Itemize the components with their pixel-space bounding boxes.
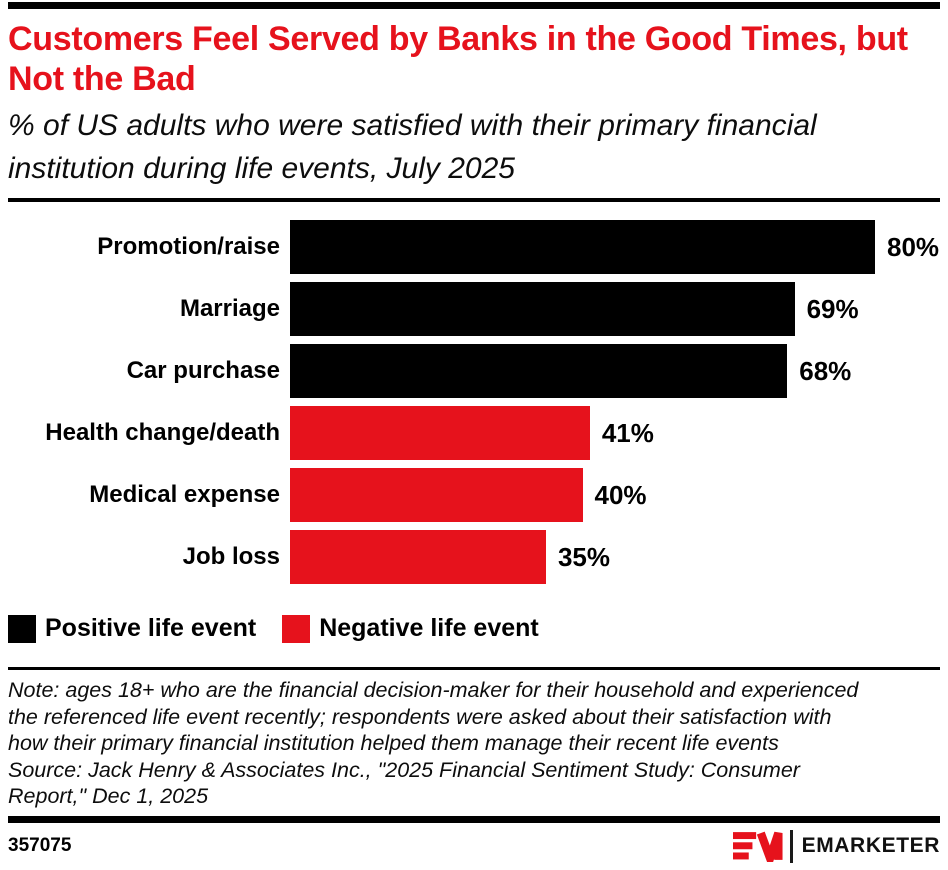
legend: Positive life event Negative life event xyxy=(8,614,940,643)
legend-label: Negative life event xyxy=(319,614,539,642)
category-label: Health change/death xyxy=(45,419,280,446)
page-title: Customers Feel Served by Banks in the Go… xyxy=(8,20,908,98)
legend-item: Negative life event xyxy=(282,614,539,643)
note-line: how their primary financial institution … xyxy=(8,731,779,755)
chart-row: Promotion/raise 80% xyxy=(8,220,940,274)
bar xyxy=(290,282,795,336)
value-label: 35% xyxy=(557,541,610,572)
value-label: 40% xyxy=(594,479,647,510)
bar xyxy=(290,406,590,460)
value-label: 80% xyxy=(887,231,940,262)
category-label: Car purchase xyxy=(126,357,280,384)
category-label: Promotion/raise xyxy=(97,233,280,260)
chart-id: 357075 xyxy=(8,835,72,856)
legend-item: Positive life event xyxy=(8,614,256,643)
value-label: 69% xyxy=(806,293,859,324)
brand-wordmark: EMARKETER xyxy=(801,834,940,857)
chart-row: Marriage 69% xyxy=(8,282,940,336)
emarketer-logo: EMARKETER xyxy=(732,829,940,863)
note-line: Report," Dec 1, 2025 xyxy=(8,784,209,808)
bar xyxy=(290,468,583,522)
category-label: Medical expense xyxy=(89,481,280,508)
note-divider xyxy=(8,667,940,670)
legend-label: Positive life event xyxy=(45,614,257,642)
chart-subtitle: % of US adults who were satisfied with t… xyxy=(8,109,817,185)
em-monogram-icon xyxy=(732,831,783,862)
logo-separator xyxy=(789,829,793,863)
category-label: Job loss xyxy=(182,543,280,570)
category-label: Marriage xyxy=(179,295,280,322)
chart-row: Medical expense 40% xyxy=(8,468,940,522)
bar xyxy=(290,344,788,398)
note-text: Note: ages 18+ who are the financial dec… xyxy=(8,677,940,810)
top-rule xyxy=(8,2,940,9)
chart-row: Health change/death 41% xyxy=(8,406,940,460)
value-label: 41% xyxy=(601,417,654,448)
legend-swatch xyxy=(8,614,36,643)
note-line: the referenced life event recently; resp… xyxy=(8,704,832,729)
chart-row: Job loss 35% xyxy=(8,530,940,584)
note-line: Source: Jack Henry & Associates Inc., "2… xyxy=(8,757,800,782)
chart-row: Car purchase 68% xyxy=(8,344,940,398)
bar xyxy=(290,220,875,274)
note-line: Note: ages 18+ who are the financial dec… xyxy=(8,678,859,702)
header-divider xyxy=(8,198,940,202)
bar-chart: Promotion/raise 80% Marriage 69% Car purchas… xyxy=(8,220,940,584)
bar xyxy=(290,530,546,584)
bottom-rule xyxy=(8,815,940,823)
footer: 357075 EMARKETER xyxy=(8,829,940,863)
legend-swatch xyxy=(282,614,311,643)
value-label: 68% xyxy=(799,355,852,386)
